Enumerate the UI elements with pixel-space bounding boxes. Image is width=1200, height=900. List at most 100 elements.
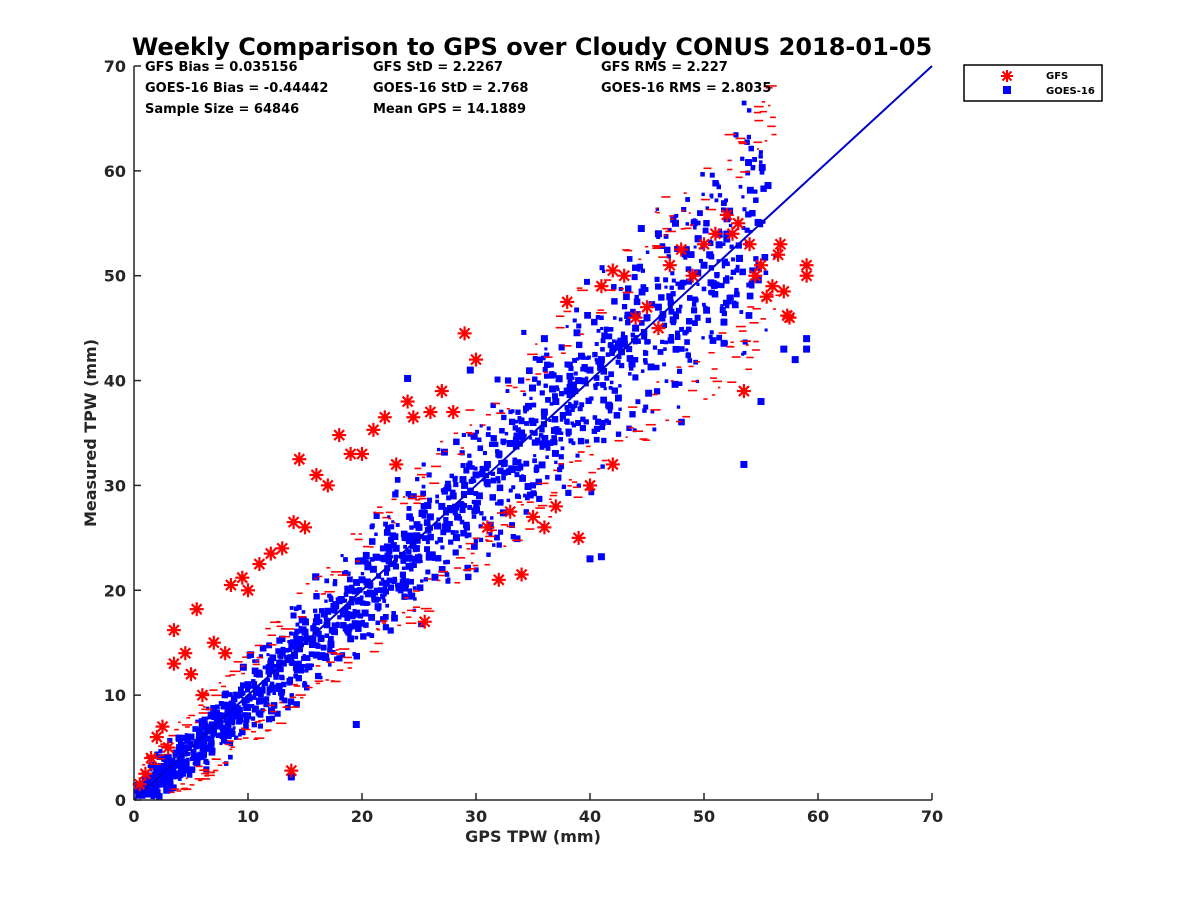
cloud-point bbox=[269, 715, 275, 722]
cloud-point bbox=[392, 491, 399, 498]
cloud-point bbox=[156, 793, 163, 800]
cloud-point bbox=[693, 225, 697, 230]
cloud-point bbox=[576, 341, 583, 349]
cloud-point bbox=[410, 493, 417, 500]
cloud-point bbox=[564, 361, 571, 368]
goes16-point bbox=[381, 555, 389, 563]
goes16-point bbox=[643, 314, 651, 322]
cloud-point bbox=[416, 554, 423, 561]
cloud-point bbox=[663, 246, 671, 254]
cloud-point bbox=[548, 362, 554, 368]
cloud-point bbox=[605, 352, 611, 357]
cloud-point bbox=[440, 545, 445, 550]
cloud-point bbox=[470, 432, 478, 440]
cloud-point bbox=[228, 709, 234, 715]
cloud-point bbox=[669, 285, 674, 290]
cloud-point bbox=[612, 339, 616, 343]
goes16-point bbox=[278, 649, 286, 657]
cloud-point bbox=[611, 387, 618, 394]
cloud-point bbox=[224, 722, 232, 729]
cloud-point bbox=[201, 716, 208, 723]
cloud-point bbox=[170, 767, 177, 774]
cloud-point bbox=[513, 432, 519, 438]
cloud-point bbox=[721, 310, 727, 317]
cloud-point bbox=[346, 571, 351, 576]
cloud-point bbox=[591, 428, 598, 434]
cloud-point bbox=[302, 636, 307, 642]
cloud-point bbox=[605, 401, 612, 409]
cloud-point bbox=[639, 320, 645, 326]
gfs-point bbox=[662, 258, 677, 273]
cloud-point bbox=[628, 360, 636, 368]
cloud-point bbox=[515, 409, 521, 415]
cloud-point bbox=[721, 259, 728, 266]
cloud-point bbox=[400, 557, 407, 564]
goes16-point bbox=[267, 660, 275, 668]
cloud-point bbox=[313, 608, 318, 613]
cloud-point bbox=[315, 672, 322, 680]
x-tick-label: 20 bbox=[351, 807, 373, 826]
goes16-point bbox=[153, 765, 161, 773]
cloud-point bbox=[425, 540, 430, 545]
cloud-point bbox=[746, 292, 754, 300]
cloud-point bbox=[327, 640, 335, 648]
cloud-point bbox=[592, 351, 598, 358]
cloud-point bbox=[190, 766, 196, 772]
cloud-point bbox=[679, 304, 683, 309]
cloud-point bbox=[319, 675, 323, 680]
cloud-point bbox=[239, 663, 247, 671]
cloud-point bbox=[459, 476, 467, 484]
cloud-point bbox=[607, 408, 613, 414]
cloud-point bbox=[297, 666, 304, 674]
cloud-point bbox=[414, 554, 419, 558]
cloud-point bbox=[479, 511, 484, 516]
cloud-point bbox=[447, 520, 453, 527]
cloud-point bbox=[691, 302, 697, 307]
goes16-point bbox=[198, 723, 206, 731]
cloud-point bbox=[703, 305, 708, 310]
cloud-point bbox=[654, 276, 660, 282]
cloud-point bbox=[712, 180, 719, 187]
cloud-point bbox=[251, 705, 259, 713]
goes16-point bbox=[620, 335, 628, 343]
cloud-point bbox=[409, 525, 414, 530]
cloud-point bbox=[541, 434, 549, 442]
y-tick-label: 70 bbox=[104, 57, 126, 76]
cloud-point bbox=[674, 334, 681, 341]
cloud-point bbox=[608, 371, 614, 378]
cloud-point bbox=[444, 484, 452, 492]
gfs-point bbox=[218, 646, 233, 661]
legend: GFS GOES-16 bbox=[963, 64, 1103, 102]
cloud-point bbox=[560, 415, 566, 420]
cloud-point bbox=[319, 608, 325, 614]
cloud-point bbox=[739, 310, 744, 314]
cloud-point bbox=[177, 777, 182, 781]
cloud-point bbox=[628, 366, 634, 371]
gfs-point bbox=[320, 478, 335, 493]
cloud-point bbox=[327, 647, 333, 653]
cloud-point bbox=[520, 435, 526, 441]
cloud-point bbox=[645, 389, 653, 397]
cloud-point bbox=[420, 503, 428, 510]
cloud-point bbox=[729, 244, 734, 249]
cloud-point bbox=[551, 435, 557, 441]
cloud-point bbox=[462, 503, 467, 508]
cloud-point bbox=[296, 635, 303, 642]
cloud-point bbox=[529, 396, 533, 401]
cloud-point bbox=[684, 339, 690, 345]
cloud-point bbox=[437, 447, 441, 452]
cloud-point bbox=[424, 546, 430, 553]
x-tick-label: 40 bbox=[579, 807, 601, 826]
cloud-point bbox=[692, 218, 697, 223]
cloud-point bbox=[418, 509, 426, 517]
cloud-point bbox=[526, 491, 534, 499]
goes16-point bbox=[369, 565, 377, 573]
goes16-point bbox=[210, 712, 218, 720]
cloud-point bbox=[545, 396, 551, 403]
cloud-point bbox=[753, 256, 759, 262]
cloud-point bbox=[254, 688, 261, 695]
cloud-point bbox=[155, 780, 162, 788]
cloud-point bbox=[749, 267, 756, 274]
cloud-point bbox=[538, 461, 546, 469]
cloud-point bbox=[508, 418, 516, 426]
